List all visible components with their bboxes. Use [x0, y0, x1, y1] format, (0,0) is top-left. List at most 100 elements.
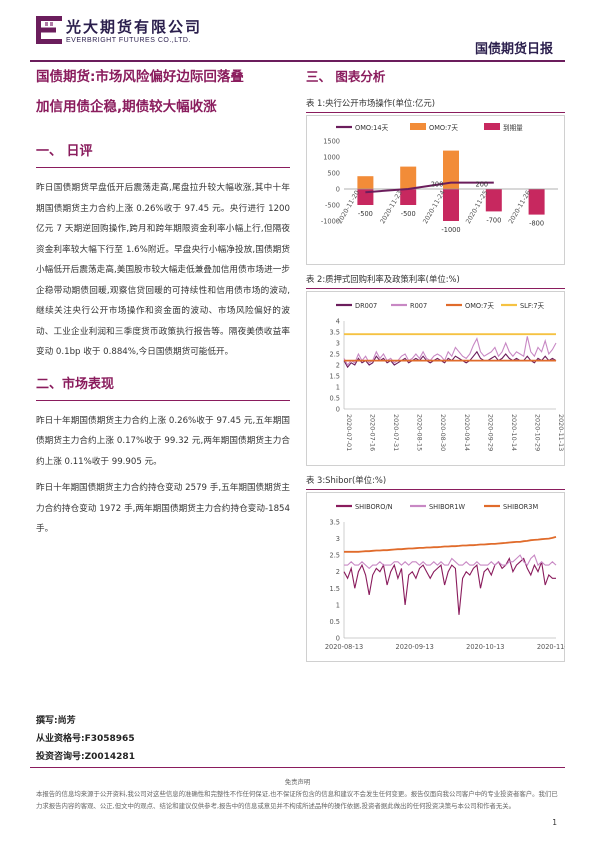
bar-到期量: [443, 189, 459, 221]
y-tick-label: 2.5: [330, 351, 341, 359]
y-tick-label: 2: [336, 568, 340, 576]
data-label: 200: [476, 181, 489, 189]
y-tick-label: 0: [336, 635, 340, 643]
x-tick-label: 2020-10-13: [466, 643, 504, 651]
x-tick-label: 2020-07-31: [392, 414, 400, 451]
y-tick-label: 1: [336, 384, 340, 392]
disclaimer-text: 本报告的信息均来源于公开资料,我公司对这些信息的准确性和完整性不作任何保证,也不…: [36, 790, 558, 810]
page-number: 1: [552, 818, 557, 827]
y-tick-label: 3.5: [330, 329, 341, 337]
y-tick-label: 500: [327, 170, 340, 178]
x-tick-label: 2020-08-15: [416, 414, 424, 451]
legend-label: DR007: [355, 302, 377, 310]
author-license: 从业资格号:F3058965: [36, 734, 135, 744]
y-tick-label: 0: [336, 406, 340, 414]
x-tick-label: 2020-09-29: [486, 414, 494, 451]
chart-frame: [306, 492, 565, 662]
company-name-en: EVERBRIGHT FUTURES CO.,LTD.: [66, 37, 191, 44]
x-tick-label: 2020-11-23: [378, 189, 403, 225]
section-heading-daily-review: 一、 日评: [36, 144, 93, 159]
x-tick-label: 2020-07-16: [369, 414, 377, 451]
x-tick-label: 2020-10-14: [510, 414, 518, 451]
x-tick-label: 2020-07-01: [345, 414, 353, 451]
x-tick-label: 2020-11-24: [421, 189, 446, 225]
section-divider: [36, 399, 290, 401]
series-line-omo-14d: [365, 181, 494, 194]
data-label: 200: [431, 181, 444, 189]
x-tick-label: 2020-10-29: [533, 414, 541, 451]
y-tick-label: 1: [336, 601, 340, 609]
bar-到期量: [485, 189, 502, 212]
y-tick-label: 0: [336, 186, 340, 194]
y-tick-label: 2: [336, 362, 340, 370]
figure-3-title: 表 3:Shibor(单位:%): [306, 475, 387, 485]
market-paragraph-2: 昨日十年期国债期货主力合约持仓变动 2579 手,五年期国债期货主力合约持仓变动…: [36, 483, 290, 534]
chart-frame: [306, 291, 565, 466]
y-tick-label: 1.5: [330, 373, 341, 381]
y-tick-label: 1.5: [330, 585, 341, 593]
market-paragraph-1: 昨日十年期国债期货主力合约上涨 0.26%收于 97.45 元,五年期国债期货主…: [36, 415, 290, 467]
bar-OMO:7天: [400, 166, 417, 189]
right-column: 三、 图表分析 表 1:央行公开市场操作(单位:亿元) OMO:14天 OMO:7…: [306, 62, 565, 662]
series-line-SHIBORO/N: [343, 557, 556, 615]
main-title-line-2: 加信用债企稳,期债较大幅收涨: [36, 99, 217, 115]
figure-2-title: 表 2:质押式回购利率及政策利率(单位:%): [306, 274, 460, 284]
legend-label: R007: [410, 302, 427, 310]
y-tick-label: 3.5: [330, 519, 341, 527]
legend-label: OMO:14天: [355, 124, 389, 132]
bar-到期量: [357, 189, 374, 205]
x-tick-label: 2020-08-30: [439, 414, 447, 451]
page-header: 光大期货有限公司 EVERBRIGHT FUTURES CO.,LTD. 国债期…: [0, 0, 595, 62]
figure-3-divider: [306, 489, 565, 490]
series-line-SHIBOR3M: [344, 536, 557, 553]
repo-rate-chart: DR007 R007 OMO:7天 SLF:7天 4 3.5 3 2.5 2 1.5 1 0.5 0 20…: [306, 291, 565, 466]
section-heading-charts: 三、 图表分析: [306, 69, 386, 84]
report-type: 国债期货日报: [474, 42, 553, 57]
data-label: -1000: [441, 226, 460, 234]
omo-operations-chart: OMO:14天 OMO:7天 到期量150010005000-500-1000202…: [306, 115, 565, 265]
legend-label: SHIBORO/N: [355, 503, 393, 511]
legend-label: SHIBOR1W: [429, 503, 465, 511]
author-advisory-number: 投资咨询号:Z0014281: [36, 752, 135, 762]
y-tick-label: 1000: [323, 154, 340, 162]
left-column: 国债期货:市场风险偏好边际回落叠 加信用债企稳,期债较大幅收涨 一、 日评 昨日…: [36, 62, 290, 540]
x-tick-label: 2020-09-13: [396, 643, 434, 651]
x-tick-label: 2020-11-13: [557, 414, 565, 451]
y-tick-label: 1500: [323, 138, 340, 146]
figure-1-divider: [306, 112, 565, 113]
footer-divider: [30, 767, 565, 768]
disclaimer-heading: 免责声明: [284, 778, 311, 786]
company-name-cn: 光大期货有限公司: [66, 18, 203, 36]
legend-label: OMO:7天: [465, 302, 494, 310]
chart-frame: [306, 115, 565, 265]
series-line-R007: [343, 336, 557, 366]
main-title-line-1: 国债期货:市场风险偏好边际回落叠: [36, 69, 244, 85]
section-divider: [36, 167, 290, 168]
legend-label: SLF:7天: [520, 302, 545, 310]
x-tick-label: 2020-09-14: [463, 414, 471, 451]
y-tick-label: 0.5: [330, 395, 341, 403]
legend-swatch: [484, 123, 500, 130]
author-name: 撰写:尚芳: [36, 716, 76, 726]
y-tick-label: -1000: [321, 218, 340, 226]
y-tick-label: 4: [336, 318, 340, 326]
bar-OMO:7天: [443, 150, 459, 189]
bar-OMO:7天: [357, 176, 374, 189]
legend-swatch: [410, 123, 426, 130]
figure-1-title: 表 1:央行公开市场操作(单位:亿元): [306, 98, 436, 108]
section-heading-market: 二、市场表现: [36, 376, 115, 392]
company-logo-icon: [36, 16, 62, 44]
y-tick-label: 2.5: [330, 552, 341, 560]
figure-2-divider: [306, 288, 565, 289]
bar-到期量: [400, 189, 417, 205]
data-label: -700: [486, 216, 501, 224]
shibor-chart: SHIBORO/N SHIBOR1W SHIBOR3M 3.5 3 2.5 2 1.5 1 0.5…: [306, 492, 565, 662]
data-label: -800: [529, 220, 544, 228]
y-tick-label: 3: [336, 340, 340, 348]
y-tick-label: 3: [336, 535, 340, 543]
author-block: 撰写:尚芳 从业资格号:F3058965 投资咨询号:Z0014281: [36, 712, 135, 766]
header-divider: [30, 60, 565, 62]
x-tick-label: 2020-11-13: [537, 643, 565, 651]
series-line-SHIBOR1W: [344, 554, 557, 570]
y-tick-label: 0.5: [330, 618, 341, 626]
